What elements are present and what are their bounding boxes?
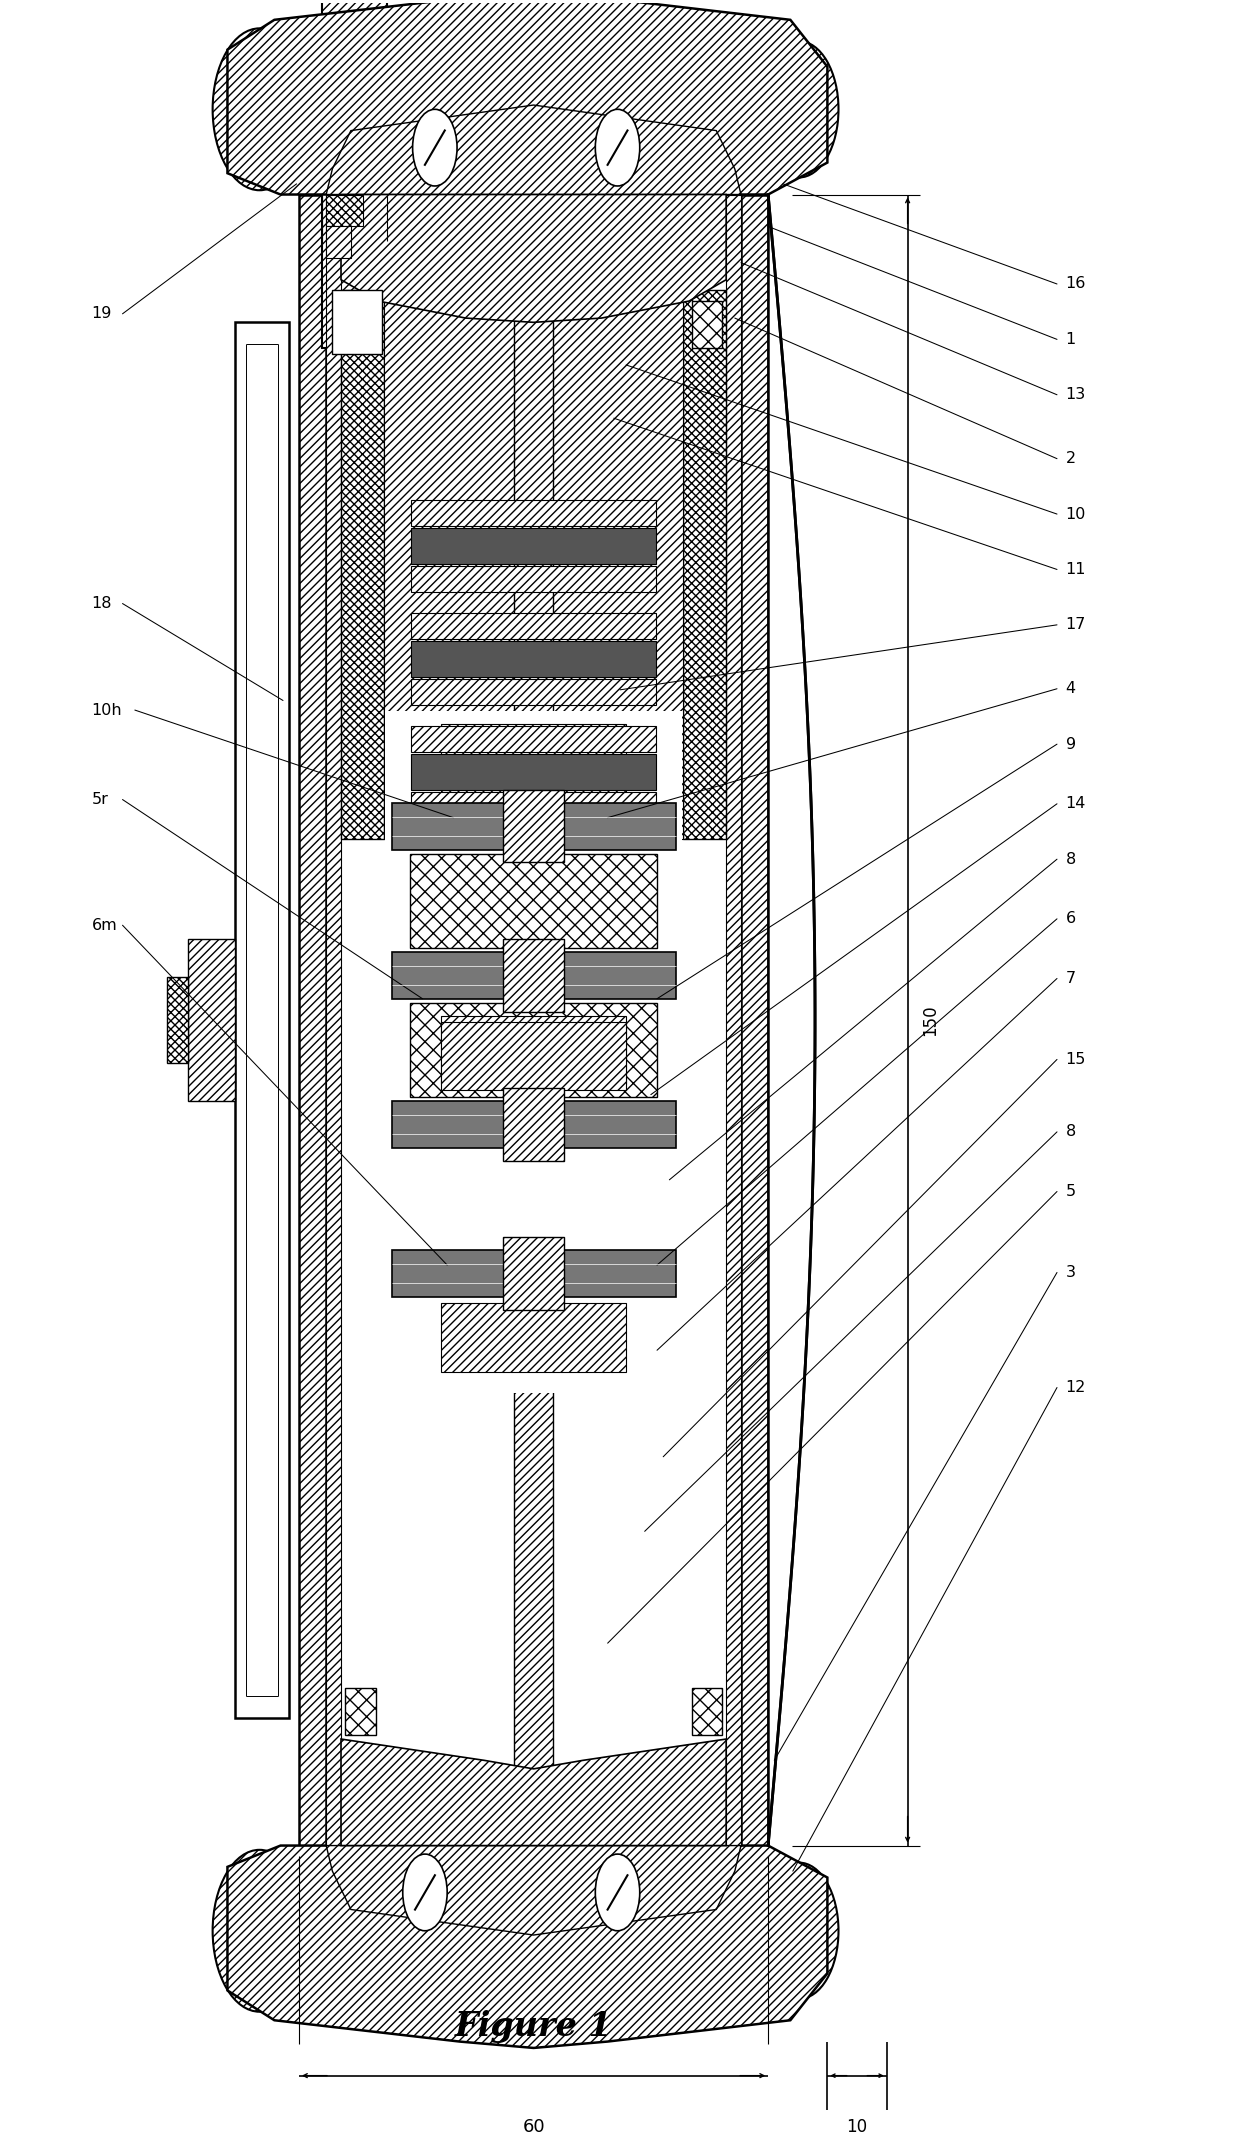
Text: 1: 1 xyxy=(1065,332,1076,347)
Text: 60: 60 xyxy=(522,2119,544,2136)
Text: 16: 16 xyxy=(1065,276,1086,291)
Bar xyxy=(502,1237,564,1310)
Text: 13: 13 xyxy=(1065,387,1086,402)
Bar xyxy=(683,291,727,839)
Bar xyxy=(392,1100,676,1147)
Polygon shape xyxy=(326,105,742,195)
Bar xyxy=(441,1023,626,1091)
Text: Figure 1: Figure 1 xyxy=(455,2009,613,2044)
Text: 10h: 10h xyxy=(92,702,123,717)
Circle shape xyxy=(212,28,306,190)
Bar xyxy=(692,1688,723,1736)
Circle shape xyxy=(595,1853,640,1930)
Bar xyxy=(441,723,626,792)
Bar xyxy=(412,678,656,704)
Bar xyxy=(727,195,742,1845)
Bar xyxy=(502,939,564,1012)
Bar xyxy=(412,753,656,790)
Bar xyxy=(441,1303,626,1372)
Circle shape xyxy=(403,1853,448,1930)
Text: 8: 8 xyxy=(1065,1124,1076,1138)
Bar xyxy=(412,792,656,817)
Bar xyxy=(392,952,676,999)
Text: 8: 8 xyxy=(1065,852,1076,867)
Text: 10: 10 xyxy=(1065,507,1086,522)
Text: 4: 4 xyxy=(1065,681,1076,696)
Text: 2: 2 xyxy=(1065,452,1076,467)
Bar xyxy=(386,710,682,1393)
Bar xyxy=(326,227,351,259)
Circle shape xyxy=(759,41,838,178)
Polygon shape xyxy=(341,195,727,323)
Polygon shape xyxy=(768,195,815,1845)
Circle shape xyxy=(595,109,640,186)
Text: 18: 18 xyxy=(92,597,112,612)
Bar xyxy=(322,0,387,349)
Polygon shape xyxy=(742,195,768,1845)
Bar xyxy=(410,854,657,948)
Bar xyxy=(412,501,656,526)
Polygon shape xyxy=(227,0,827,195)
Circle shape xyxy=(413,109,458,186)
Text: 3: 3 xyxy=(1065,1265,1075,1280)
Bar xyxy=(392,1250,676,1297)
Bar xyxy=(167,978,188,1064)
Bar xyxy=(345,1688,376,1736)
Circle shape xyxy=(759,1862,838,1999)
Bar xyxy=(234,323,289,1718)
Text: 7: 7 xyxy=(1065,972,1076,987)
Bar xyxy=(692,302,723,349)
Bar xyxy=(326,195,363,227)
Text: 11: 11 xyxy=(1065,563,1086,578)
Text: 19: 19 xyxy=(92,306,112,321)
Bar xyxy=(384,291,683,839)
Text: 150: 150 xyxy=(921,1004,939,1036)
Text: 5: 5 xyxy=(1065,1183,1076,1198)
Polygon shape xyxy=(227,1845,827,2048)
Bar xyxy=(332,291,382,355)
Bar xyxy=(412,614,656,638)
Bar xyxy=(410,1004,657,1096)
Text: 14: 14 xyxy=(1065,796,1086,811)
Bar xyxy=(502,790,564,862)
Bar xyxy=(246,345,278,1697)
Bar xyxy=(412,529,656,565)
Polygon shape xyxy=(299,195,326,1845)
Bar xyxy=(412,640,656,676)
Bar xyxy=(412,567,656,593)
Text: 9: 9 xyxy=(1065,736,1076,751)
Bar xyxy=(441,1016,626,1085)
Text: 6m: 6m xyxy=(92,918,118,933)
Polygon shape xyxy=(326,1845,742,1935)
Text: 15: 15 xyxy=(1065,1053,1086,1068)
Bar xyxy=(392,802,676,850)
Polygon shape xyxy=(341,1740,727,1845)
Bar xyxy=(502,1089,564,1160)
Bar xyxy=(341,291,384,839)
Bar xyxy=(513,205,553,1834)
Bar xyxy=(188,939,234,1100)
Circle shape xyxy=(212,1849,306,2012)
Text: 6: 6 xyxy=(1065,912,1076,927)
Text: 5r: 5r xyxy=(92,792,109,807)
Bar xyxy=(327,195,382,242)
Bar xyxy=(412,725,656,751)
Text: 12: 12 xyxy=(1065,1380,1086,1395)
Bar xyxy=(345,302,376,349)
Text: 10: 10 xyxy=(847,2119,868,2136)
Bar xyxy=(326,195,341,1845)
Text: 17: 17 xyxy=(1065,616,1086,631)
